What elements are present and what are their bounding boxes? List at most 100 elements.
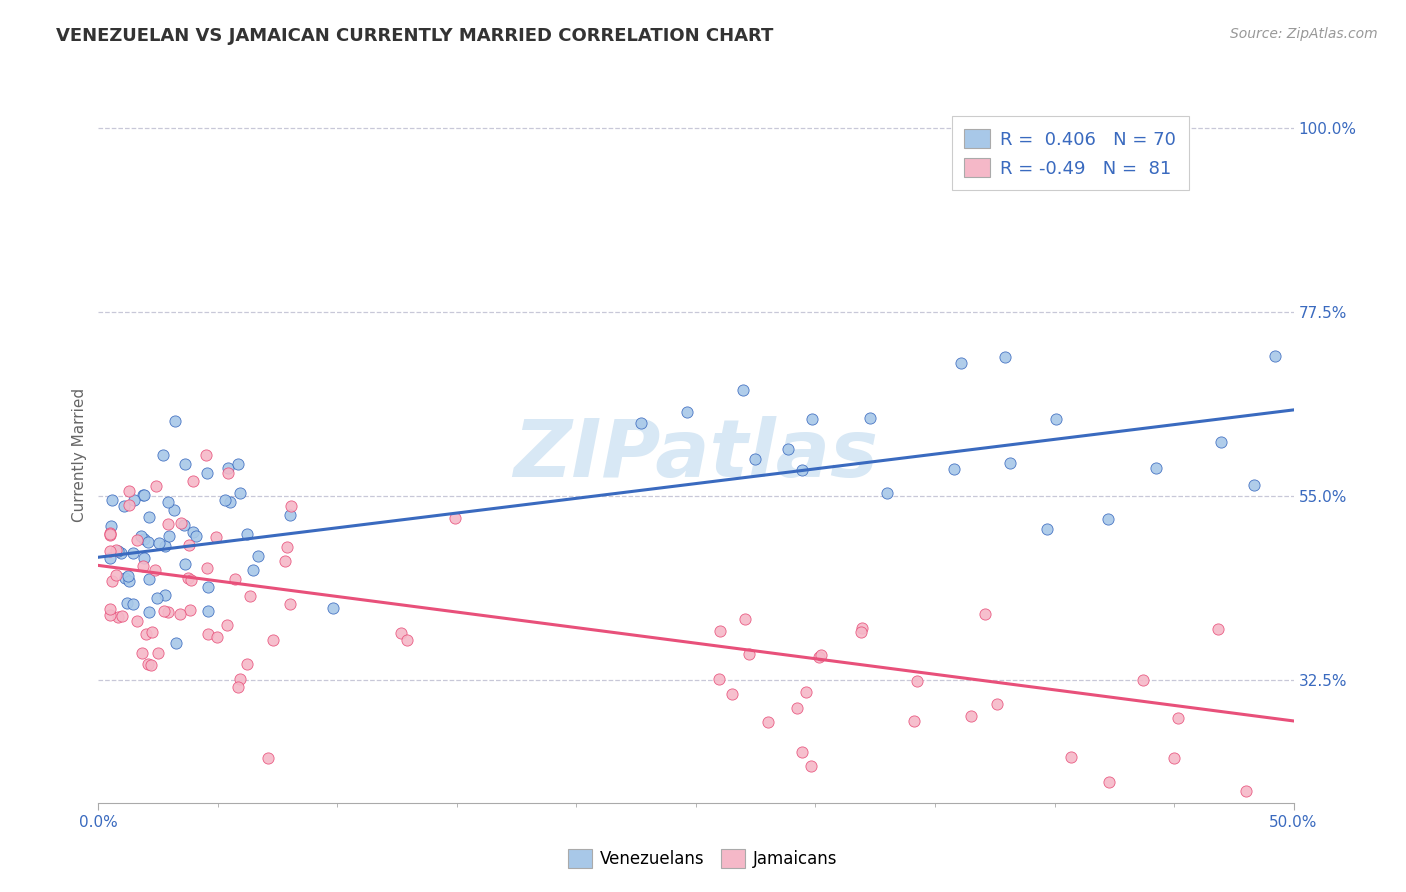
Point [157, 605, 180, 619]
Point [1264, 350, 1286, 364]
Point [800, 759, 823, 773]
Point [111, 609, 134, 624]
Point [851, 621, 873, 635]
Point [994, 350, 1017, 364]
Point [104, 568, 127, 582]
Point [960, 709, 983, 723]
Point [1163, 751, 1185, 765]
Point [127, 533, 149, 547]
Point [138, 605, 160, 619]
Point [709, 624, 731, 639]
Point [278, 508, 301, 522]
Point [100, 519, 122, 533]
Point [165, 414, 187, 428]
Point [132, 488, 155, 502]
Point [776, 442, 799, 456]
Point [100, 574, 122, 589]
Point [98, 608, 122, 623]
Point [709, 673, 731, 687]
Point [98, 526, 122, 541]
Point [444, 510, 467, 524]
Point [107, 543, 129, 558]
Point [134, 533, 156, 547]
Point [229, 486, 252, 500]
Point [217, 466, 239, 480]
Point [138, 573, 160, 587]
Point [129, 529, 152, 543]
Point [124, 493, 146, 508]
Point [1035, 522, 1057, 536]
Point [153, 604, 176, 618]
Point [148, 536, 170, 550]
Point [731, 383, 754, 397]
Point [157, 529, 180, 543]
Point [131, 646, 153, 660]
Point [905, 673, 928, 688]
Point [107, 610, 129, 624]
Point [136, 535, 159, 549]
Point [181, 474, 204, 488]
Point [1234, 783, 1257, 797]
Text: Source: ZipAtlas.com: Source: ZipAtlas.com [1230, 27, 1378, 41]
Point [1097, 775, 1119, 789]
Point [1060, 749, 1083, 764]
Point [1000, 456, 1022, 470]
Point [786, 701, 808, 715]
Point [98, 544, 122, 558]
Point [98, 551, 122, 566]
Point [1167, 710, 1189, 724]
Point [1132, 673, 1154, 687]
Point [236, 527, 259, 541]
Point [143, 563, 166, 577]
Point [180, 574, 202, 588]
Point [218, 494, 240, 508]
Point [738, 647, 761, 661]
Point [197, 580, 219, 594]
Point [256, 751, 278, 765]
Point [744, 452, 766, 467]
Point [183, 524, 205, 539]
Text: VENEZUELAN VS JAMAICAN CURRENTLY MARRIED CORRELATION CHART: VENEZUELAN VS JAMAICAN CURRENTLY MARRIED… [56, 27, 773, 45]
Point [974, 607, 997, 621]
Point [790, 463, 813, 477]
Point [262, 633, 284, 648]
Point [186, 529, 208, 543]
Legend: R =  0.406   N = 70, R = -0.49   N =  81: R = 0.406 N = 70, R = -0.49 N = 81 [952, 116, 1189, 190]
Point [132, 558, 155, 573]
Point [790, 745, 813, 759]
Point [117, 574, 139, 588]
Point [148, 646, 170, 660]
Point [721, 687, 744, 701]
Point [242, 563, 264, 577]
Point [98, 602, 122, 616]
Point [145, 478, 167, 492]
Point [949, 355, 972, 369]
Point [229, 673, 252, 687]
Point [274, 554, 297, 568]
Point [903, 714, 925, 728]
Point [153, 588, 176, 602]
Legend: Venezuelans, Jamaicans: Venezuelans, Jamaicans [562, 843, 844, 875]
Point [1206, 622, 1229, 636]
Point [205, 531, 228, 545]
Point [278, 597, 301, 611]
Point [118, 498, 141, 512]
Point [322, 601, 344, 615]
Point [146, 591, 169, 605]
Point [1211, 435, 1233, 450]
Point [125, 614, 148, 628]
Point [139, 658, 162, 673]
Point [163, 503, 186, 517]
Point [808, 649, 831, 664]
Point [118, 484, 141, 499]
Text: ZIPatlas: ZIPatlas [513, 416, 879, 494]
Point [276, 540, 298, 554]
Point [756, 714, 779, 729]
Point [104, 542, 127, 557]
Point [1243, 478, 1265, 492]
Point [98, 526, 122, 541]
Point [114, 571, 136, 585]
Point [165, 636, 187, 650]
Point [101, 492, 124, 507]
Point [132, 551, 155, 566]
